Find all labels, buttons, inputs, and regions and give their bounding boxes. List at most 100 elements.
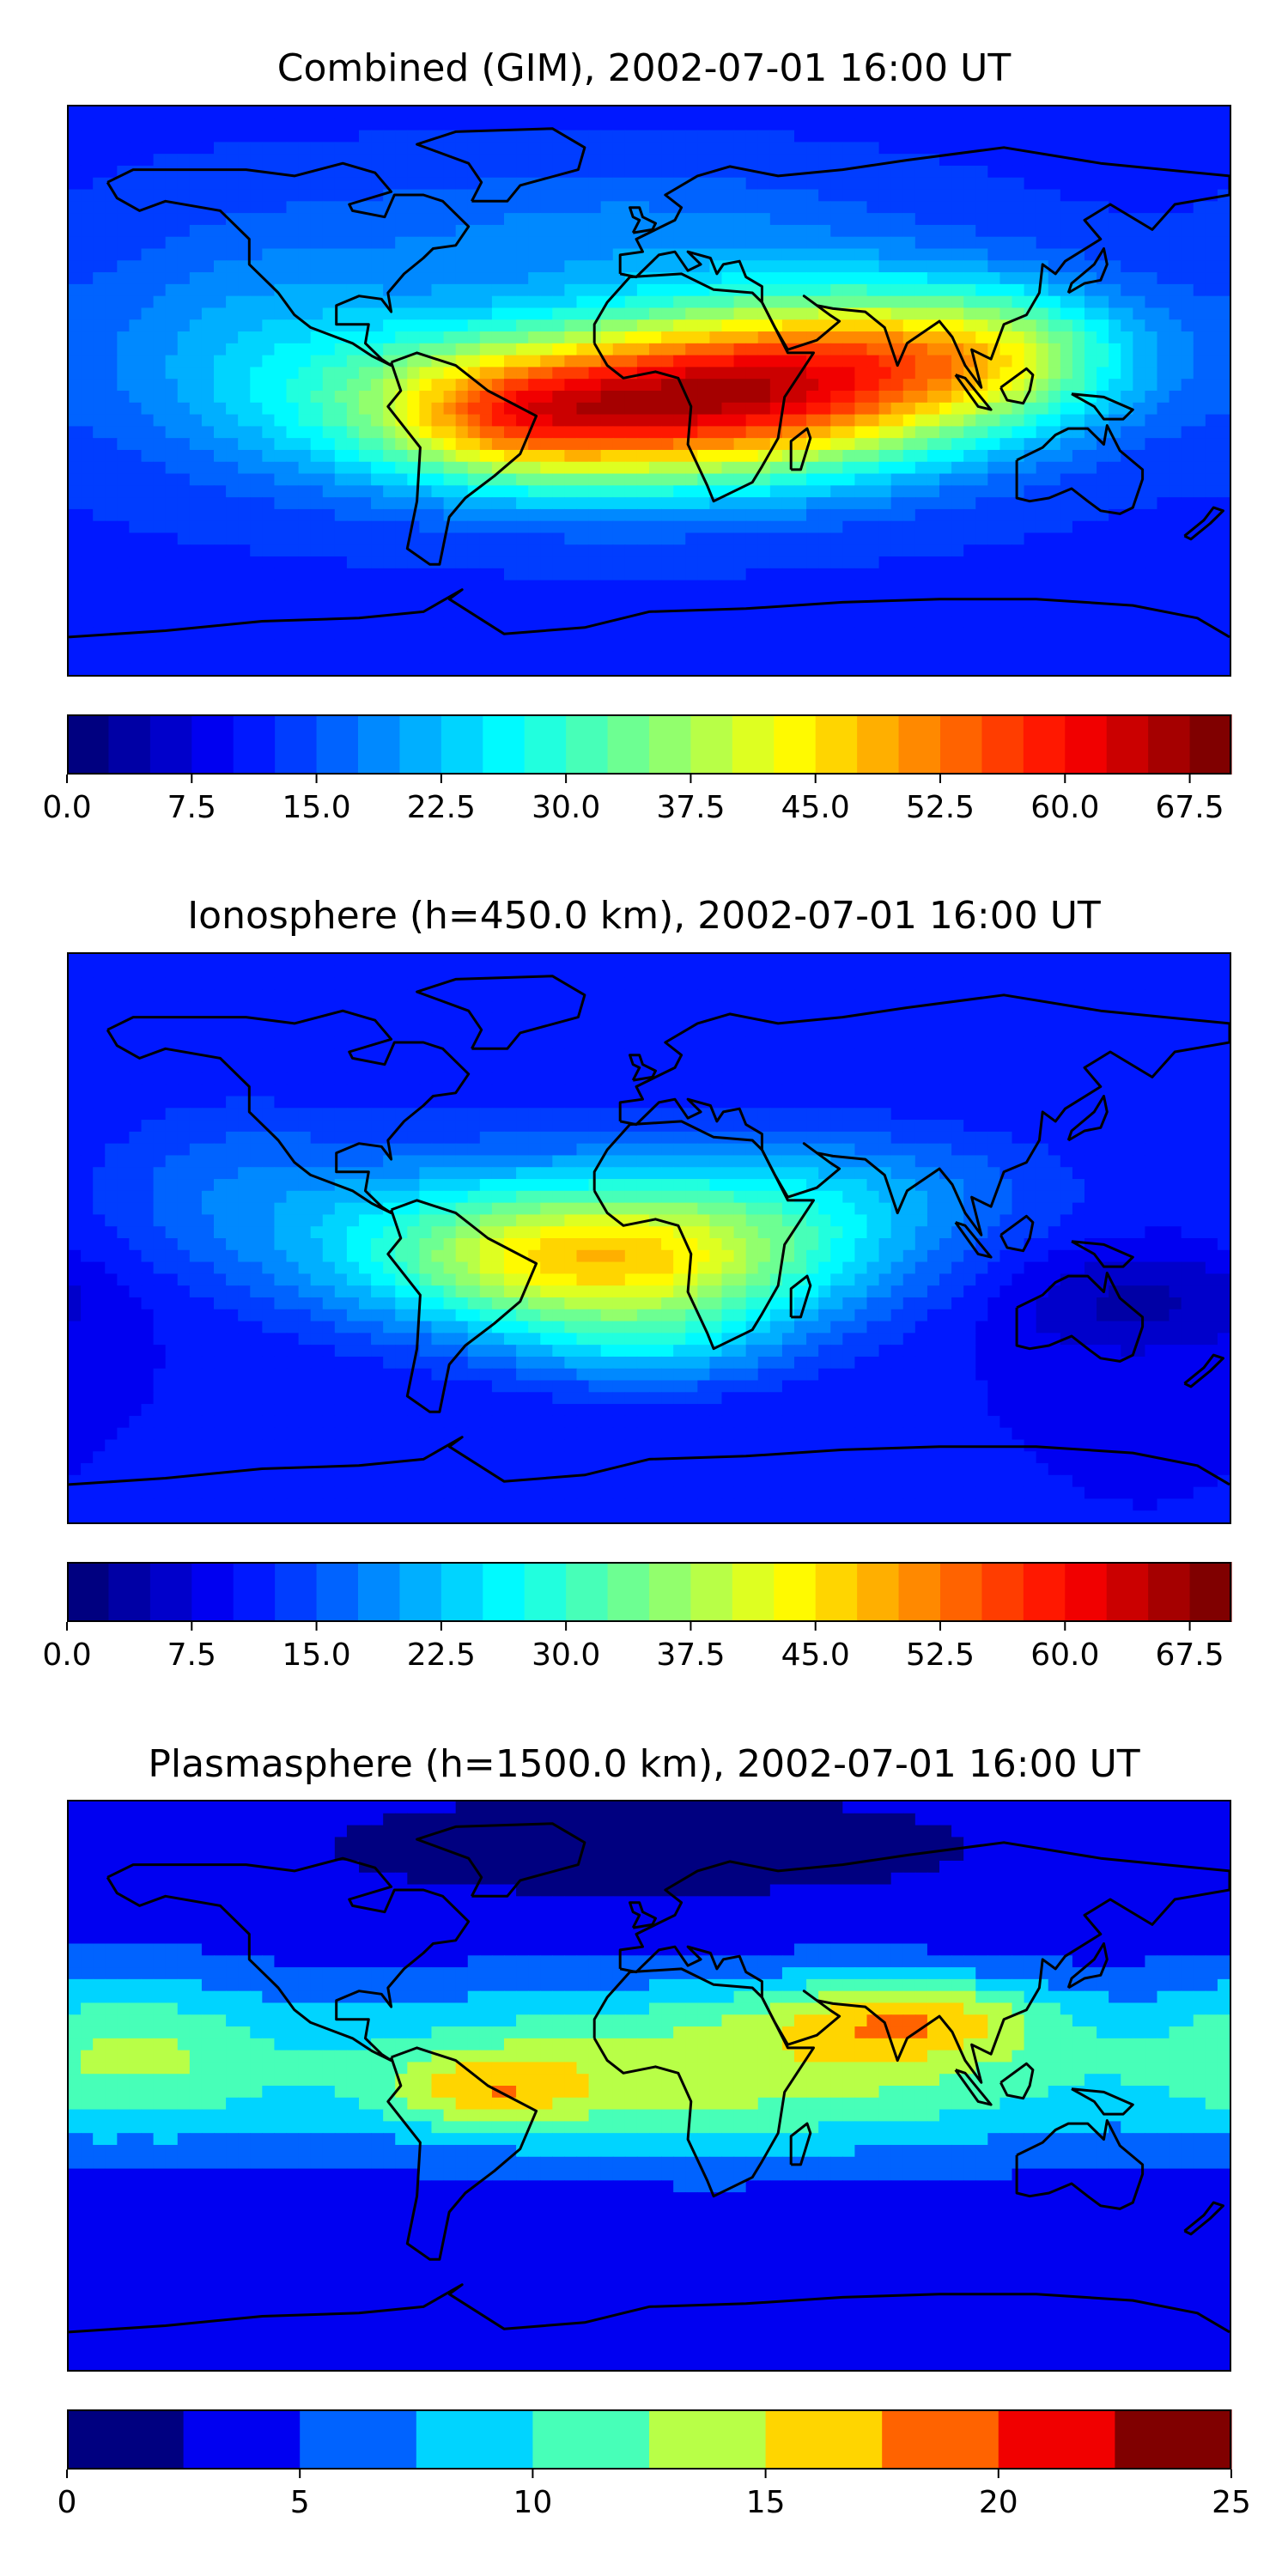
- heatmap-cell: [842, 520, 856, 534]
- heatmap-cell: [987, 236, 1001, 250]
- heatmap-cell: [1109, 307, 1121, 320]
- heatmap-cell: [842, 154, 856, 167]
- heatmap-cell: [842, 473, 856, 486]
- heatmap-cell: [491, 651, 505, 664]
- heatmap-cell: [371, 283, 384, 297]
- heatmap-cell: [153, 331, 167, 344]
- heatmap-cell: [359, 130, 372, 143]
- heatmap-cell: [274, 201, 288, 214]
- heatmap-cell: [951, 142, 964, 155]
- heatmap-cell: [757, 544, 771, 557]
- heatmap-cell: [322, 497, 336, 510]
- heatmap-cell: [117, 319, 131, 332]
- heatmap-cell: [1121, 639, 1133, 653]
- heatmap-cell: [322, 142, 336, 155]
- heatmap-cell: [455, 177, 469, 191]
- heatmap-cell: [866, 331, 880, 344]
- heatmap-cell: [890, 236, 904, 250]
- heatmap-cell: [226, 461, 239, 475]
- heatmap-cell: [504, 580, 517, 593]
- heatmap-cell: [939, 627, 952, 641]
- heatmap-cell: [383, 568, 396, 581]
- heatmap-cell: [407, 627, 421, 641]
- heatmap-cell: [479, 639, 493, 653]
- heatmap-cell: [794, 201, 807, 214]
- heatmap-cell: [141, 977, 155, 990]
- heatmap-cell: [479, 520, 493, 534]
- heatmap-cell: [1072, 307, 1085, 320]
- heatmap-cell: [939, 604, 952, 617]
- heatmap-cell: [395, 556, 408, 569]
- heatmap-cell: [153, 319, 167, 332]
- heatmap-cell: [105, 379, 118, 392]
- heatmap-cell: [987, 130, 1001, 143]
- heatmap-cell: [733, 177, 747, 191]
- heatmap-cell: [431, 391, 445, 404]
- heatmap-cell: [177, 295, 191, 309]
- heatmap-cell: [443, 954, 457, 967]
- heatmap-cell: [395, 520, 408, 534]
- heatmap-cell: [214, 391, 227, 404]
- heatmap-cell: [238, 651, 251, 664]
- heatmap-cell: [842, 367, 856, 380]
- heatmap-cell: [842, 260, 856, 273]
- heatmap-cell: [830, 580, 843, 593]
- heatmap-cell: [443, 426, 457, 439]
- heatmap-cell: [745, 497, 759, 510]
- heatmap-cell: [1084, 142, 1097, 155]
- heatmap-cell: [842, 189, 856, 202]
- heatmap-cell: [298, 954, 312, 967]
- heatmap-cell: [479, 627, 493, 641]
- heatmap-cell: [1072, 355, 1085, 368]
- heatmap-cell: [564, 592, 578, 605]
- heatmap-cell: [624, 977, 638, 990]
- heatmap-cell: [1036, 189, 1049, 202]
- heatmap-cell: [346, 485, 360, 498]
- heatmap-cell: [262, 651, 276, 664]
- heatmap-cell: [576, 307, 590, 320]
- heatmap-cell: [395, 663, 408, 675]
- heatmap-cell: [1097, 532, 1109, 545]
- heatmap-cell: [1157, 248, 1170, 261]
- heatmap-cell: [69, 295, 82, 309]
- heatmap-cell: [673, 118, 686, 131]
- heatmap-cell: [1169, 367, 1182, 380]
- heatmap-cell: [504, 177, 517, 191]
- heatmap-cell: [226, 497, 239, 510]
- heatmap-cell: [165, 568, 179, 581]
- heatmap-cell: [866, 965, 880, 979]
- heatmap-cell: [854, 283, 868, 297]
- heatmap-cell: [927, 402, 940, 416]
- heatmap-cell: [371, 438, 384, 451]
- heatmap-cell: [721, 639, 735, 653]
- heatmap-cell: [516, 592, 529, 605]
- heatmap-cell: [624, 461, 638, 475]
- heatmap-cell: [624, 414, 638, 427]
- heatmap-cell: [1181, 580, 1194, 593]
- heatmap-cell: [564, 532, 578, 545]
- heatmap-cell: [431, 965, 445, 979]
- heatmap-cell: [419, 213, 433, 226]
- heatmap-cell: [540, 616, 553, 629]
- heatmap-cell: [624, 556, 638, 569]
- heatmap-cell: [1072, 604, 1085, 617]
- heatmap-cell: [141, 391, 155, 404]
- heatmap-cell: [274, 580, 288, 593]
- heatmap-cell: [866, 520, 880, 534]
- heatmap-cell: [1060, 118, 1073, 131]
- heatmap-cell: [1048, 402, 1061, 416]
- heatmap-cell: [1205, 556, 1218, 569]
- heatmap-cell: [878, 461, 892, 475]
- heatmap-cell: [105, 520, 118, 534]
- heatmap-cell: [371, 568, 384, 581]
- heatmap-cell: [769, 461, 783, 475]
- heatmap-cell: [673, 438, 686, 451]
- heatmap-cell: [226, 532, 239, 545]
- heatmap-cell: [153, 461, 167, 475]
- heatmap-cell: [262, 355, 276, 368]
- heatmap-cell: [830, 319, 843, 332]
- heatmap-cell: [914, 224, 928, 238]
- heatmap-cell: [419, 485, 433, 498]
- heatmap-cell: [479, 532, 493, 545]
- heatmap-cell: [201, 520, 215, 534]
